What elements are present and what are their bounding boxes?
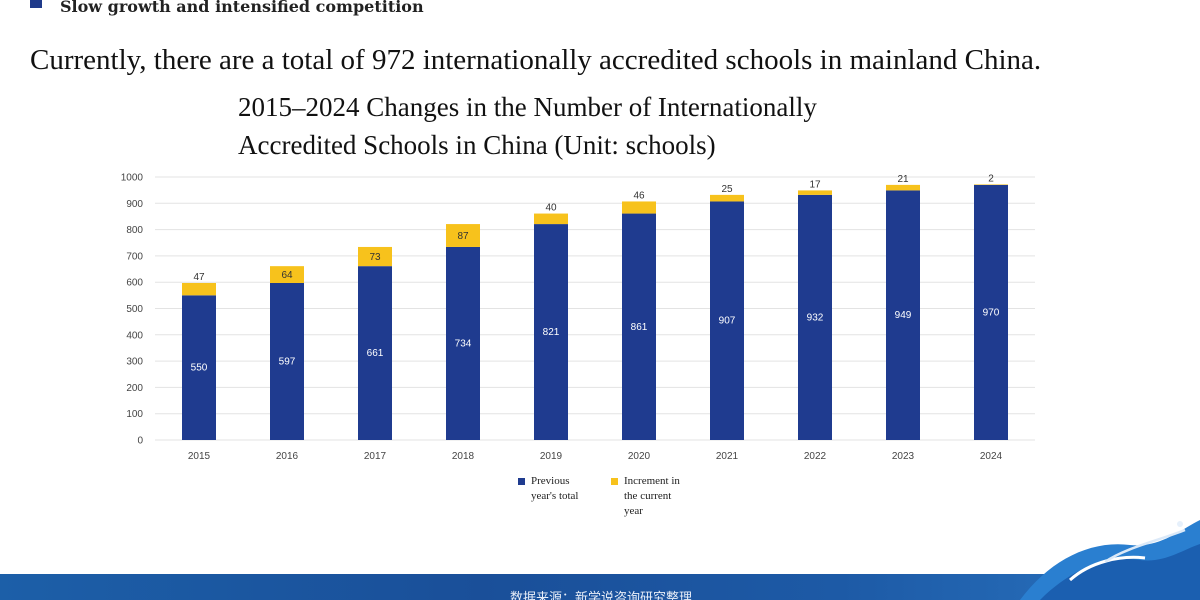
y-tick-label: 400 xyxy=(126,330,143,341)
legend-label-increment: Increment in the current year xyxy=(624,475,680,517)
bar-increment xyxy=(974,184,1008,185)
chart-title-line-2: Accredited Schools in China (Unit: schoo… xyxy=(238,130,716,160)
bar-increment xyxy=(534,213,568,225)
data-label-previous: 661 xyxy=(367,348,384,359)
data-label-previous: 734 xyxy=(455,338,472,349)
x-tick-label: 2019 xyxy=(540,451,563,462)
data-label-previous: 932 xyxy=(807,312,824,323)
y-tick-label: 1000 xyxy=(121,173,144,184)
bar-previous-total xyxy=(710,201,744,440)
bar-increment xyxy=(182,282,216,296)
x-tick-label: 2015 xyxy=(188,451,211,462)
y-tick-label: 800 xyxy=(126,225,143,236)
bar-previous-total xyxy=(974,184,1008,440)
data-label-increment: 40 xyxy=(545,203,557,214)
bar-previous-total xyxy=(534,224,568,440)
y-tick-label: 100 xyxy=(126,409,143,420)
footer-band: 数据来源：新学说咨询研究整理 xyxy=(0,574,1200,600)
section-heading: Slow growth and intensified competition xyxy=(60,0,424,16)
y-tick-label: 300 xyxy=(126,357,143,368)
wave-decoration-icon xyxy=(1020,520,1200,600)
x-tick-label: 2018 xyxy=(452,451,475,462)
data-label-increment: 46 xyxy=(633,190,645,201)
y-tick-label: 900 xyxy=(126,199,143,210)
data-label-increment: 17 xyxy=(809,179,821,190)
legend-swatch-increment xyxy=(611,478,618,485)
y-tick-label: 0 xyxy=(137,436,143,447)
data-label-previous: 597 xyxy=(279,356,296,367)
x-tick-label: 2024 xyxy=(980,451,1003,462)
data-label-increment: 47 xyxy=(193,272,205,283)
y-tick-label: 500 xyxy=(126,304,143,315)
heading-bullet-icon xyxy=(30,0,42,8)
bar-increment xyxy=(358,246,392,267)
data-source-note: 数据来源：新学说咨询研究整理 xyxy=(510,591,693,600)
data-label-increment: 73 xyxy=(369,252,381,263)
chart-title-line-1: 2015–2024 Changes in the Number of Inter… xyxy=(238,92,817,122)
x-tick-label: 2016 xyxy=(276,451,299,462)
legend-label-previous: Previous year's total xyxy=(531,475,579,502)
bar-previous-total xyxy=(358,266,392,440)
bar-previous-total xyxy=(622,213,656,440)
legend-swatch-previous xyxy=(518,478,525,485)
legend-item-previous: Previous year's total xyxy=(518,474,595,519)
bar-increment xyxy=(270,266,304,283)
y-tick-label: 600 xyxy=(126,278,143,289)
x-tick-label: 2017 xyxy=(364,451,387,462)
bar-increment xyxy=(886,184,920,191)
chart-legend: Previous year's total Increment in the c… xyxy=(518,474,688,519)
bar-previous-total xyxy=(886,190,920,440)
data-label-previous: 861 xyxy=(631,322,648,333)
data-label-previous: 907 xyxy=(719,316,736,327)
data-label-previous: 949 xyxy=(895,310,912,321)
data-label-increment: 2 xyxy=(988,173,994,184)
data-label-increment: 87 xyxy=(457,231,469,242)
data-label-increment: 25 xyxy=(721,184,733,195)
legend-item-increment: Increment in the current year xyxy=(611,474,688,519)
bar-increment xyxy=(622,201,656,214)
x-tick-label: 2023 xyxy=(892,451,915,462)
data-label-previous: 821 xyxy=(543,327,560,338)
bar-previous-total xyxy=(798,194,832,440)
y-tick-label: 200 xyxy=(126,383,143,394)
data-label-increment: 64 xyxy=(281,270,293,281)
stacked-bar-chart: 0 100 200 300 400 500 600 700 800 900 1000 550 47 201… xyxy=(121,173,1035,462)
x-tick-label: 2022 xyxy=(804,451,827,462)
intro-text: Currently, there are a total of 972 inte… xyxy=(30,44,1042,76)
bar-previous-total xyxy=(270,282,304,440)
bar-increment xyxy=(446,224,480,247)
data-label-previous: 970 xyxy=(983,307,1000,318)
data-label-previous: 550 xyxy=(191,363,208,374)
data-label-increment: 21 xyxy=(897,174,909,185)
x-tick-label: 2020 xyxy=(628,451,651,462)
bar-increment xyxy=(798,190,832,195)
bar-increment xyxy=(710,194,744,202)
x-tick-label: 2021 xyxy=(716,451,739,462)
bar-previous-total xyxy=(182,295,216,440)
y-tick-label: 700 xyxy=(126,251,143,262)
bar-previous-total xyxy=(446,246,480,440)
